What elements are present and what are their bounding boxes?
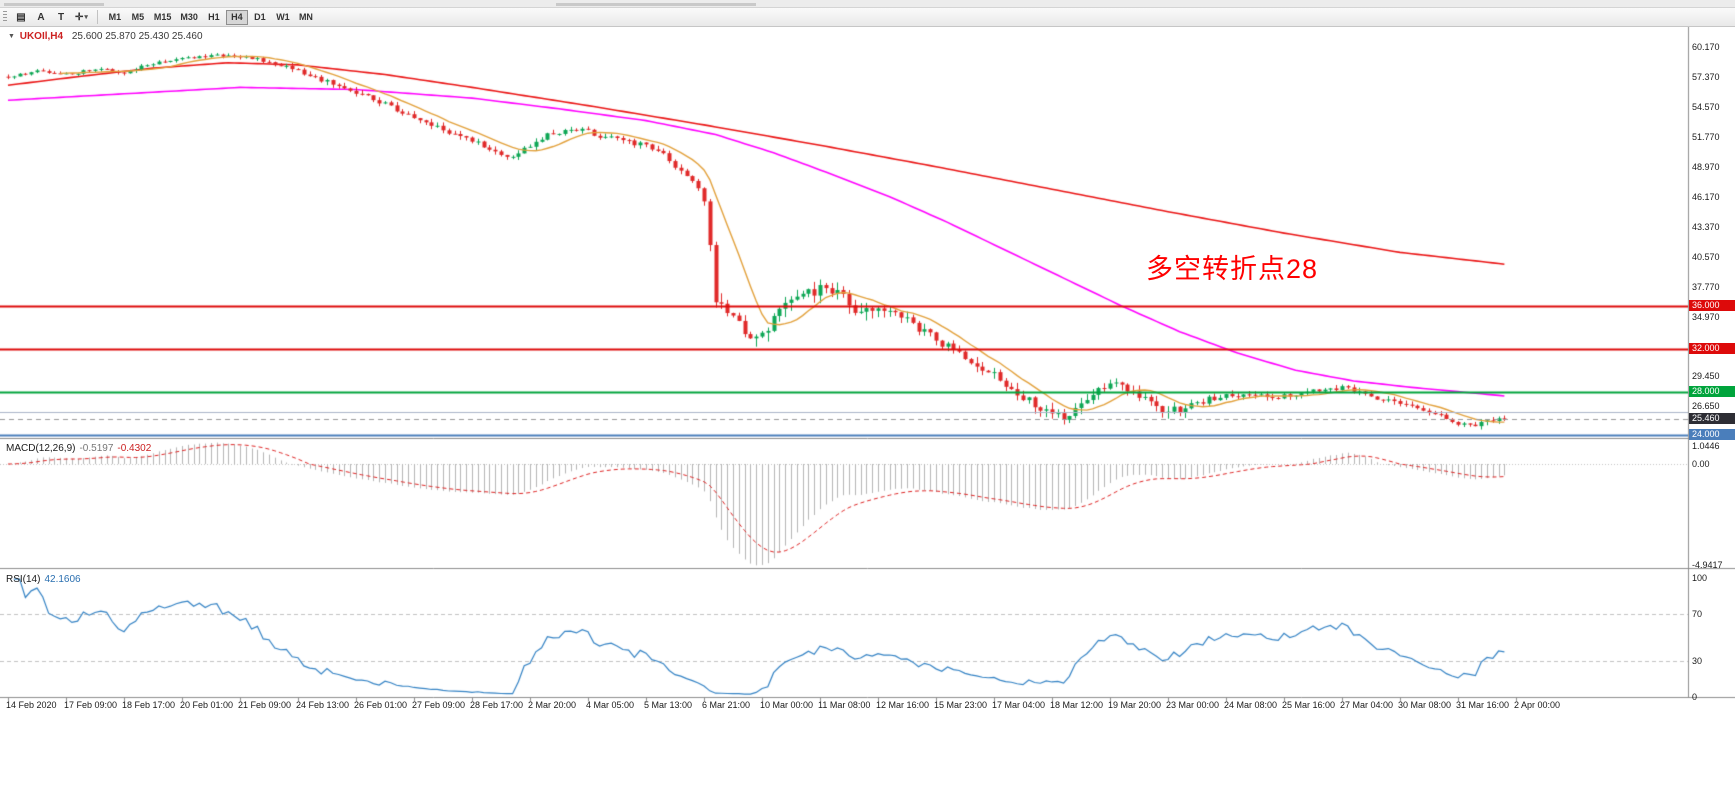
- time-axis-label: 24 Mar 08:00: [1224, 700, 1278, 710]
- time-axis-label: 18 Mar 12:00: [1050, 700, 1104, 710]
- macd-label: MACD(12,26,9) -0.5197 -0.4302: [6, 443, 151, 454]
- crosshair-tool-button[interactable]: ✛ ▾: [72, 10, 91, 25]
- symbol-label: UKOIl,H4: [19, 31, 64, 42]
- ohlc-values: 25.600 25.870 25.430 25.460: [71, 31, 203, 42]
- price-scale-label: 48.970: [1692, 161, 1720, 172]
- price-badge[interactable]: 32.000: [1689, 342, 1735, 354]
- timeframe-h4[interactable]: H4: [225, 9, 248, 25]
- time-axis-label: 10 Mar 00:00: [760, 700, 814, 710]
- time-axis-label: 31 Mar 16:00: [1456, 700, 1510, 710]
- time-axis-label: 15 Mar 23:00: [934, 700, 988, 710]
- time-axis-label: 20 Feb 01:00: [180, 700, 234, 710]
- time-axis-label: 27 Mar 04:00: [1340, 700, 1394, 710]
- time-axis-label: 27 Feb 09:00: [412, 700, 466, 710]
- timeframe-mn[interactable]: MN: [295, 10, 317, 25]
- timeframe-w1[interactable]: W1: [272, 10, 294, 25]
- time-axis-label: 24 Feb 13:00: [296, 700, 350, 710]
- price-scale-label: 29.450: [1692, 371, 1720, 382]
- toolbar-separator: [96, 10, 98, 24]
- price-scale-label: 34.970: [1692, 311, 1720, 322]
- rsi-scale-label: 30: [1692, 656, 1703, 667]
- time-axis-label: 4 Mar 05:00: [586, 700, 635, 710]
- macd-name: MACD(12,26,9): [6, 443, 76, 454]
- time-axis-label: 11 Mar 08:00: [818, 700, 871, 710]
- menu-bar-sliver: [0, 0, 1735, 8]
- menu-bar-cutoff-center: [556, 3, 756, 6]
- toolbar: ▤ A T ✛ ▾ M1 M5 M15 M30 H1 H4 D1 W1 MN: [0, 8, 1735, 27]
- macd-scale-label: 0.00: [1692, 459, 1710, 469]
- price-scale-label: 40.570: [1692, 251, 1720, 262]
- price-scale-label: 60.170: [1692, 42, 1720, 52]
- macd-main-value: -0.5197: [79, 443, 114, 454]
- time-axis-label: 12 Mar 16:00: [876, 700, 930, 710]
- rsi-name: RSI(14): [6, 574, 41, 585]
- time-axis-label: 6 Mar 21:00: [702, 700, 751, 710]
- crosshair-icon: ✛: [75, 11, 84, 23]
- time-axis-label: 17 Feb 09:00: [64, 700, 118, 710]
- menu-bar-cutoff-left: [4, 3, 104, 6]
- price-scale-label: 26.650: [1692, 401, 1720, 412]
- chart-header: ▼ UKOIl,H4 25.600 25.870 25.430 25.460: [8, 31, 203, 42]
- price-scale-label: 51.770: [1692, 131, 1720, 142]
- time-axis-label: 23 Mar 00:00: [1166, 700, 1220, 710]
- rsi-scale-label: 100: [1692, 573, 1708, 583]
- timeframe-h1[interactable]: H1: [203, 10, 225, 25]
- time-axis-label: 14 Feb 2020: [6, 700, 57, 710]
- timeframe-m15[interactable]: M15: [150, 10, 176, 25]
- timeframe-d1[interactable]: D1: [249, 10, 271, 25]
- rsi-scale-label: 70: [1692, 608, 1703, 619]
- price-scale-label: 46.170: [1692, 191, 1720, 202]
- time-axis-label: 2 Apr 00:00: [1514, 700, 1561, 710]
- macd-signal-value: -0.4302: [117, 443, 152, 454]
- time-axis-label: 30 Mar 08:00: [1398, 700, 1452, 710]
- toolbar-grip[interactable]: [3, 11, 7, 23]
- chevron-down-icon: ▾: [84, 14, 88, 21]
- annotation-text[interactable]: 多空转折点28: [1146, 254, 1319, 284]
- price-badge[interactable]: 24.000: [1689, 428, 1735, 440]
- rsi-value: 42.1606: [44, 574, 81, 585]
- text-tool-button[interactable]: T: [52, 10, 70, 25]
- timeframe-bar: M1 M5 M15 M30 H1 H4 D1 W1 MN: [104, 9, 317, 25]
- time-axis-label: 17 Mar 04:00: [992, 700, 1046, 710]
- triangle-marker: ▼: [8, 33, 15, 40]
- macd-scale-label: -4.9417: [1692, 560, 1723, 571]
- price-scale-label: 43.370: [1692, 221, 1720, 232]
- time-axis-label: 2 Mar 20:00: [528, 700, 577, 710]
- rsi-scale-label: 0: [1692, 692, 1698, 702]
- time-axis-label: 28 Feb 17:00: [470, 700, 524, 710]
- price-scale-label: 54.570: [1692, 101, 1720, 112]
- charts-grid-icon[interactable]: ▤: [12, 10, 30, 25]
- chart-canvas[interactable]: [0, 27, 1735, 793]
- time-axis-label: 19 Mar 20:00: [1108, 700, 1162, 710]
- timeframe-m5[interactable]: M5: [127, 10, 149, 25]
- rsi-label: RSI(14) 42.1606: [6, 574, 81, 585]
- time-axis-label: 25 Mar 16:00: [1282, 700, 1336, 710]
- price-scale-label: 37.770: [1692, 281, 1720, 292]
- time-axis-label: 26 Feb 01:00: [354, 700, 408, 710]
- price-badge[interactable]: 28.000: [1689, 385, 1735, 397]
- time-axis-label: 21 Feb 09:00: [238, 700, 292, 710]
- price-badge: 25.460: [1689, 412, 1735, 424]
- timeframe-m1[interactable]: M1: [104, 10, 126, 25]
- text-label-tool-button[interactable]: A: [32, 10, 50, 25]
- macd-scale-label: 1.0446: [1692, 441, 1720, 451]
- price-badge[interactable]: 36.000: [1689, 299, 1735, 311]
- price-scale-label: 57.370: [1692, 71, 1720, 82]
- timeframe-m30[interactable]: M30: [176, 10, 202, 25]
- time-axis-label: 5 Mar 13:00: [644, 700, 693, 710]
- time-axis-label: 18 Feb 17:00: [122, 700, 176, 710]
